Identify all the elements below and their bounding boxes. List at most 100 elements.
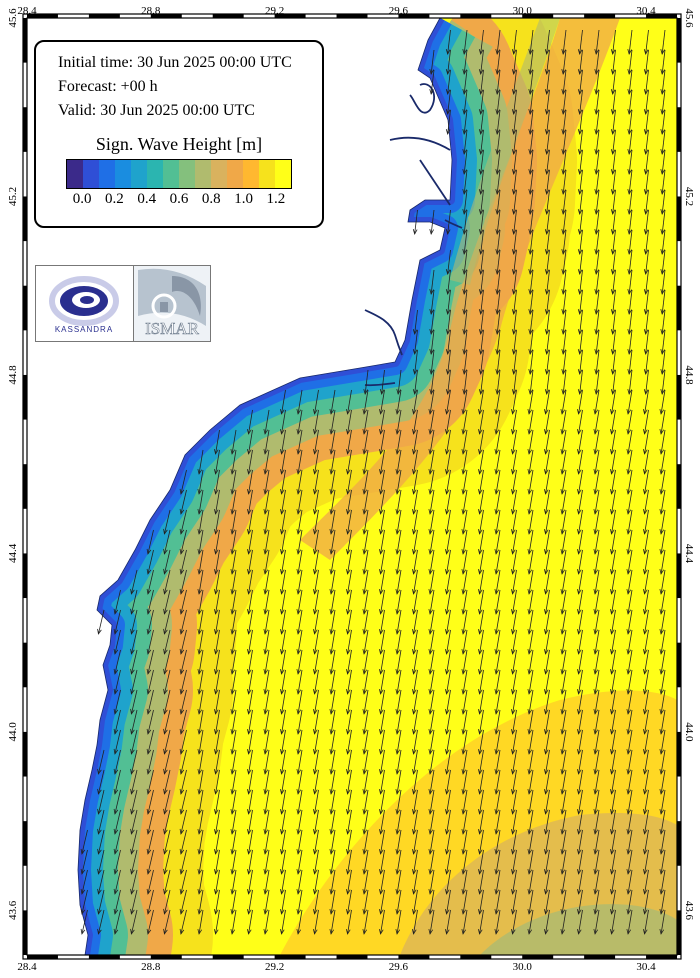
- wave-direction-arrow: [527, 589, 534, 615]
- wave-direction-arrow: [146, 649, 154, 675]
- wave-direction-arrow: [642, 909, 649, 935]
- wave-direction-arrow: [345, 669, 352, 695]
- colorbar-swatch: [163, 160, 179, 188]
- wave-direction-arrow: [80, 869, 88, 895]
- wave-direction-arrow: [362, 589, 369, 615]
- wave-direction-arrow: [345, 489, 352, 515]
- wave-direction-arrow: [444, 909, 451, 935]
- frame-segment: [212, 955, 244, 959]
- wave-direction-arrow: [246, 729, 253, 755]
- wave-direction-arrow: [329, 549, 336, 575]
- wave-direction-arrow: [543, 809, 550, 835]
- wave-direction-arrow: [279, 749, 286, 775]
- wave-direction-arrow: [163, 509, 171, 535]
- wave-direction-arrow: [511, 369, 517, 395]
- coastline: [77, 17, 453, 956]
- wave-direction-arrow: [411, 429, 418, 455]
- colorbar-swatch: [131, 160, 147, 188]
- wave-direction-arrow: [411, 469, 418, 495]
- wave-direction-arrow: [560, 429, 567, 455]
- wave-direction-arrow: [163, 709, 171, 735]
- river-line: [409, 83, 435, 114]
- wave-direction-arrow: [362, 469, 369, 495]
- wave-direction-arrow: [197, 769, 204, 795]
- wave-direction-arrow: [477, 409, 484, 435]
- wave-direction-arrow: [462, 209, 468, 235]
- wave-direction-arrow: [263, 489, 270, 515]
- wave-direction-arrow: [312, 749, 319, 775]
- wave-direction-arrow: [609, 649, 616, 675]
- wave-direction-arrow: [627, 69, 633, 95]
- wave-direction-arrow: [594, 129, 600, 155]
- wave-direction-arrow: [511, 209, 517, 235]
- wave-direction-arrow: [213, 689, 220, 715]
- wave-direction-arrow: [462, 169, 468, 195]
- frame-segment: [677, 464, 681, 509]
- wave-direction-arrow: [494, 849, 501, 875]
- wave-direction-arrow: [461, 729, 468, 755]
- wave-direction-arrow: [163, 629, 171, 655]
- wave-direction-arrow: [659, 549, 666, 575]
- wave-direction-arrow: [296, 869, 303, 895]
- wave-direction-arrow: [642, 489, 649, 515]
- wave-direction-arrow: [279, 889, 286, 915]
- wave-direction-arrow: [510, 609, 517, 635]
- wave-direction-arrow: [146, 909, 154, 935]
- wave-direction-arrow: [527, 889, 534, 915]
- wave-direction-arrow: [146, 729, 154, 755]
- wave-direction-arrow: [230, 809, 237, 835]
- wave-direction-arrow: [362, 649, 369, 675]
- colorbar-swatch: [259, 160, 275, 188]
- wave-direction-arrow: [345, 549, 352, 575]
- wave-direction-arrow: [478, 149, 484, 175]
- wave-direction-arrow: [378, 649, 385, 675]
- wave-direction-arrow: [146, 529, 154, 555]
- wave-direction-arrow: [362, 449, 369, 475]
- wave-direction-arrow: [296, 669, 303, 695]
- wave-direction-arrow: [609, 689, 616, 715]
- wave-direction-arrow: [411, 729, 418, 755]
- wave-direction-arrow: [511, 229, 517, 255]
- wave-direction-arrow: [312, 389, 319, 415]
- wave-direction-arrow: [527, 909, 534, 935]
- wave-direction-arrow: [626, 609, 633, 635]
- wave-direction-arrow: [511, 309, 517, 335]
- wave-direction-arrow: [477, 689, 484, 715]
- wave-direction-arrow: [444, 729, 451, 755]
- wave-direction-arrow: [577, 249, 583, 275]
- wave-direction-arrow: [329, 769, 336, 795]
- wave-direction-arrow: [362, 809, 369, 835]
- wave-direction-arrow: [576, 549, 583, 575]
- wave-direction-arrow: [544, 289, 550, 315]
- wave-direction-arrow: [362, 489, 369, 515]
- wave-direction-arrow: [495, 69, 501, 95]
- wave-direction-arrow: [444, 609, 451, 635]
- wave-direction-arrow: [593, 709, 600, 735]
- wave-direction-arrow: [263, 629, 270, 655]
- wave-direction-arrow: [429, 329, 435, 355]
- wave-direction-arrow: [510, 649, 517, 675]
- wave-direction-arrow: [345, 749, 352, 775]
- wave-direction-arrow: [213, 789, 220, 815]
- wave-direction-arrow: [610, 249, 616, 275]
- wave-direction-arrow: [576, 529, 583, 555]
- wave-direction-arrow: [477, 749, 484, 775]
- wave-direction-arrow: [296, 769, 303, 795]
- wave-direction-arrow: [230, 829, 237, 855]
- ismar-logo: ISMAR: [134, 266, 210, 341]
- wave-direction-arrow: [345, 909, 352, 935]
- wave-direction-arrow: [230, 689, 237, 715]
- wave-direction-arrow: [197, 549, 204, 575]
- wave-direction-arrow: [395, 389, 402, 415]
- wave-direction-arrow: [642, 469, 649, 495]
- wave-direction-arrow: [444, 829, 451, 855]
- wave-direction-arrow: [428, 769, 435, 795]
- wave-direction-arrow: [230, 609, 237, 635]
- wave-direction-arrow: [494, 429, 501, 455]
- wave-direction-arrow: [296, 729, 303, 755]
- wave-direction-arrow: [561, 109, 567, 135]
- wave-direction-arrow: [246, 849, 253, 875]
- wave-direction-arrow: [230, 769, 237, 795]
- wave-direction-arrow: [444, 549, 451, 575]
- wave-direction-arrow: [593, 469, 600, 495]
